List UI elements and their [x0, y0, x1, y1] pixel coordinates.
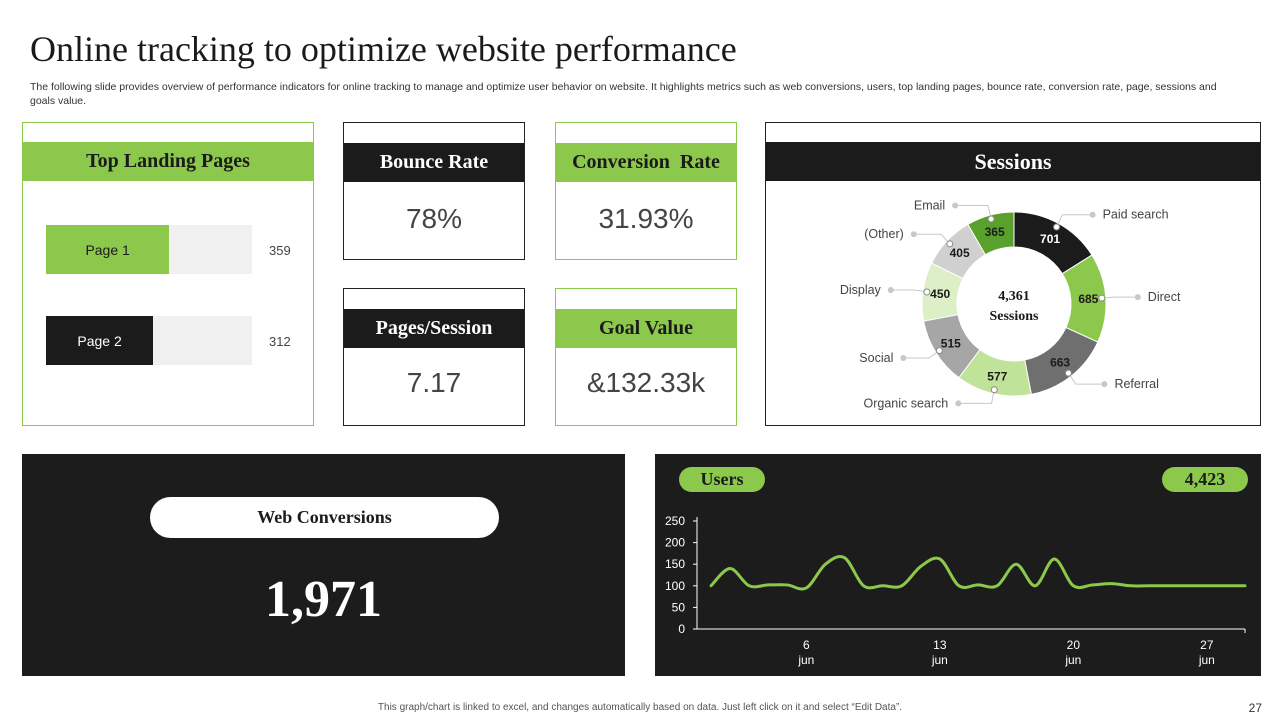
landing-page-bar: Page 2: [46, 316, 154, 365]
page-subtitle: The following slide provides overview of…: [30, 81, 1217, 107]
donut-category-label: Direct: [1148, 290, 1181, 304]
page-title: Online tracking to optimize website perf…: [30, 29, 737, 69]
donut-category-label: Social: [859, 351, 893, 365]
donut-leader-end: [1101, 381, 1108, 388]
donut-category-label: Email: [914, 199, 945, 213]
donut-slice-value: 663: [1050, 356, 1070, 370]
footer-note: This graph/chart is linked to excel, and…: [377, 702, 903, 713]
donut-slice-value: 515: [941, 336, 961, 350]
page-number: 27: [1248, 701, 1262, 715]
donut-leader-dot: [990, 386, 998, 394]
donut-leader-dot: [1098, 294, 1106, 302]
landing-page-bar: Page 1: [46, 225, 170, 274]
donut-category-label: Referral: [1114, 377, 1158, 391]
landing-page-bar-track: Page 2: [46, 316, 252, 365]
web-conversions-panel: Web Conversions 1,971: [22, 454, 625, 676]
pages-session-value: 7.17: [406, 367, 462, 398]
top-landing-pages-card: Top Landing Pages Page 1 359 Page 2 312: [22, 122, 314, 426]
donut-leader-line: [1101, 296, 1138, 299]
donut-slice-value: 365: [985, 225, 1005, 239]
y-tick-label: 150: [665, 557, 685, 571]
donut-leader-line: [1068, 372, 1105, 385]
goal-value-label: Goal Value: [556, 309, 736, 348]
donut-leader-dot: [935, 347, 943, 355]
x-tick-label: 20: [1067, 638, 1081, 652]
donut-leader-line: [955, 205, 992, 220]
landing-page-label: Page 1: [85, 241, 130, 258]
x-tick-label: 13: [933, 638, 947, 652]
donut-leader-dot: [923, 288, 931, 296]
donut-category-label: Organic search: [863, 396, 948, 410]
x-tick-label: 6: [803, 638, 810, 652]
donut-slice-value: 405: [950, 246, 970, 260]
web-conversions-label: Web Conversions: [150, 497, 499, 538]
donut-leader-line: [958, 389, 995, 404]
conversion-rate-value: 31.93%: [598, 203, 694, 234]
donut-category-label: Paid search: [1103, 208, 1169, 222]
users-label: Users: [679, 467, 765, 492]
donut-leader-end: [1134, 294, 1141, 301]
donut-category-label: Display: [840, 283, 882, 297]
y-tick-label: 100: [665, 579, 685, 593]
donut-leader-dot: [946, 240, 954, 248]
donut-slice-value: 685: [1078, 292, 1098, 306]
x-tick-sublabel: jun: [1064, 653, 1081, 667]
x-tick-sublabel: jun: [1198, 653, 1215, 667]
donut-leader-end: [952, 202, 959, 209]
donut-leader-dot: [1064, 369, 1072, 377]
x-tick-sublabel: jun: [931, 653, 948, 667]
landing-page-value: 359: [269, 243, 291, 258]
donut-leader-line: [903, 350, 940, 359]
donut-leader-line: [913, 233, 951, 245]
donut-slice: [967, 211, 1015, 256]
users-panel: Users 4,423 0 50 100 150 200 250 6 jun 13 jun 20 ju…: [655, 454, 1261, 676]
bounce-rate-value: 78%: [405, 203, 463, 234]
donut-slice-value: 450: [930, 287, 950, 301]
goal-value-card: Goal Value &132.33k: [555, 288, 737, 426]
x-tick-label: 27: [1200, 638, 1214, 652]
sessions-total-label: Sessions: [989, 309, 1039, 324]
goal-value-value: &132.33k: [586, 367, 706, 398]
bounce-rate-card: Bounce Rate 78%: [343, 122, 525, 260]
donut-leader-line: [1056, 214, 1093, 228]
x-tick-sublabel: jun: [797, 653, 814, 667]
donut-leader-dot: [987, 215, 995, 223]
donut-slice-value: 577: [987, 370, 1007, 384]
donut-leader-end: [1089, 211, 1096, 218]
bounce-rate-label: Bounce Rate: [344, 143, 524, 182]
pages-session-card: Pages/Session 7.17: [343, 288, 525, 426]
y-tick-label: 200: [665, 536, 685, 550]
donut-leader-end: [900, 355, 907, 362]
sessions-total-value: 4,361: [998, 289, 1030, 304]
donut-leader-end: [955, 400, 962, 407]
sessions-card: Sessions Paid search Direct Referral Organi…: [765, 122, 1261, 426]
sessions-title: Sessions: [766, 142, 1260, 181]
y-tick-label: 0: [678, 622, 685, 636]
donut-category-label: (Other): [864, 227, 904, 241]
users-series-line: [709, 555, 1247, 591]
conversion-rate-label: Conversion Rate: [556, 143, 736, 182]
donut-leader-line: [890, 289, 927, 293]
web-conversions-value: 1,971: [265, 571, 382, 628]
pages-session-label: Pages/Session: [344, 309, 524, 348]
donut-leader-end: [887, 287, 894, 294]
conversion-rate-card: Conversion Rate 31.93%: [555, 122, 737, 260]
landing-page-bar-track: Page 1: [46, 225, 252, 274]
top-landing-pages-title: Top Landing Pages: [23, 142, 313, 181]
donut-leader-dot: [1053, 223, 1061, 231]
sessions-donut-chart: Paid search Direct Referral Organic search S…: [840, 199, 1181, 411]
y-tick-label: 50: [672, 600, 686, 614]
y-tick-label: 250: [665, 514, 685, 528]
donut-slice-value: 701: [1040, 232, 1060, 246]
landing-page-value: 312: [269, 334, 291, 349]
users-total: 4,423: [1162, 467, 1248, 492]
donut-leader-end: [910, 231, 917, 238]
landing-page-label: Page 2: [77, 332, 122, 349]
